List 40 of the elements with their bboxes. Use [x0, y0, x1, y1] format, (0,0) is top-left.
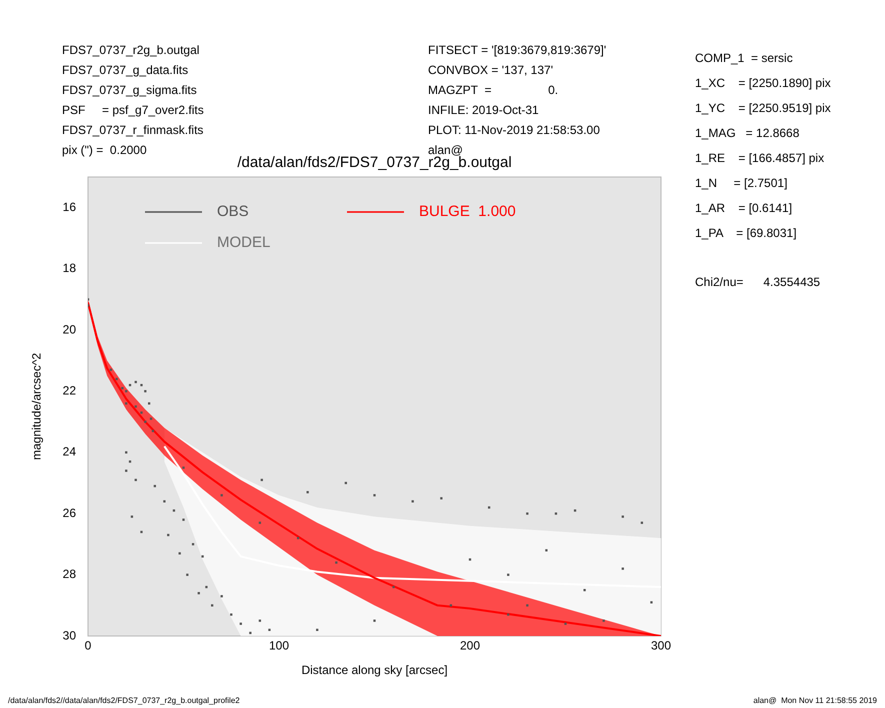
text: PSF = psf_g7_over2.fits: [62, 102, 204, 118]
text: 1_RE = [166.4857] pix: [695, 150, 824, 166]
text: CONVBOX = '137, 137': [428, 62, 553, 78]
y-axis-title: magnitude/arcsec^2: [30, 352, 44, 460]
text: Chi2/nu= 4.3554435: [695, 274, 820, 290]
x-tick-label: 0: [84, 638, 92, 653]
text: FITSECT = '[819:3679,819:3679]': [428, 42, 606, 58]
x-tick-label: 100: [268, 638, 290, 653]
text: alan@ Mon Nov 11 21:58:55 2019: [753, 695, 877, 707]
text: 1_AR = [0.6141]: [695, 200, 792, 216]
y-tick-label: 28: [62, 567, 76, 582]
y-tick-label: 20: [62, 322, 76, 336]
legend-label: BULGE 1.000: [419, 203, 516, 220]
text: 1_XC = [2250.1890] pix: [695, 75, 831, 91]
text: FDS7_0737_g_sigma.fits: [62, 82, 197, 98]
text: /data/alan/fds2//data/alan/fds2/FDS7_0737_r2g_b.outgal_profile2: [8, 695, 240, 707]
text: COMP_1 = sersic: [695, 50, 793, 66]
text: INFILE: 2019-Oct-31: [428, 102, 539, 118]
text: alan@: [428, 142, 463, 157]
text: pix (") = 0.2000: [62, 142, 147, 158]
x-axis-title: Distance along sky [arcsec]: [301, 663, 448, 678]
x-tick-label: 300: [650, 638, 672, 653]
y-tick-label: 26: [62, 506, 76, 520]
x-tick-label: 200: [460, 638, 480, 653]
legend-label: MODEL: [217, 234, 270, 252]
text: PLOT: 11-Nov-2019 21:58:53.00: [428, 122, 600, 138]
y-tick-label: 30: [62, 628, 76, 642]
text: 1_YC = [2250.9519] pix: [695, 100, 831, 116]
text: FDS7_0737_g_data.fits: [62, 62, 188, 78]
y-tick-label: 18: [62, 261, 76, 276]
y-tick-label: 22: [62, 384, 76, 398]
y-tick-label: 24: [62, 444, 76, 459]
text: 1_N = [2.7501]: [695, 175, 788, 191]
text: 1_PA = [69.8031]: [695, 225, 797, 241]
text: FDS7_0737_r_finmask.fits: [62, 122, 204, 138]
text: MAGZPT = 0.: [428, 82, 558, 98]
legend-label: OBS: [217, 203, 249, 220]
y-tick-label: 16: [62, 200, 76, 214]
text: FDS7_0737_r2g_b.outgal: [62, 42, 200, 58]
text: 1_MAG = 12.8668: [695, 125, 800, 141]
